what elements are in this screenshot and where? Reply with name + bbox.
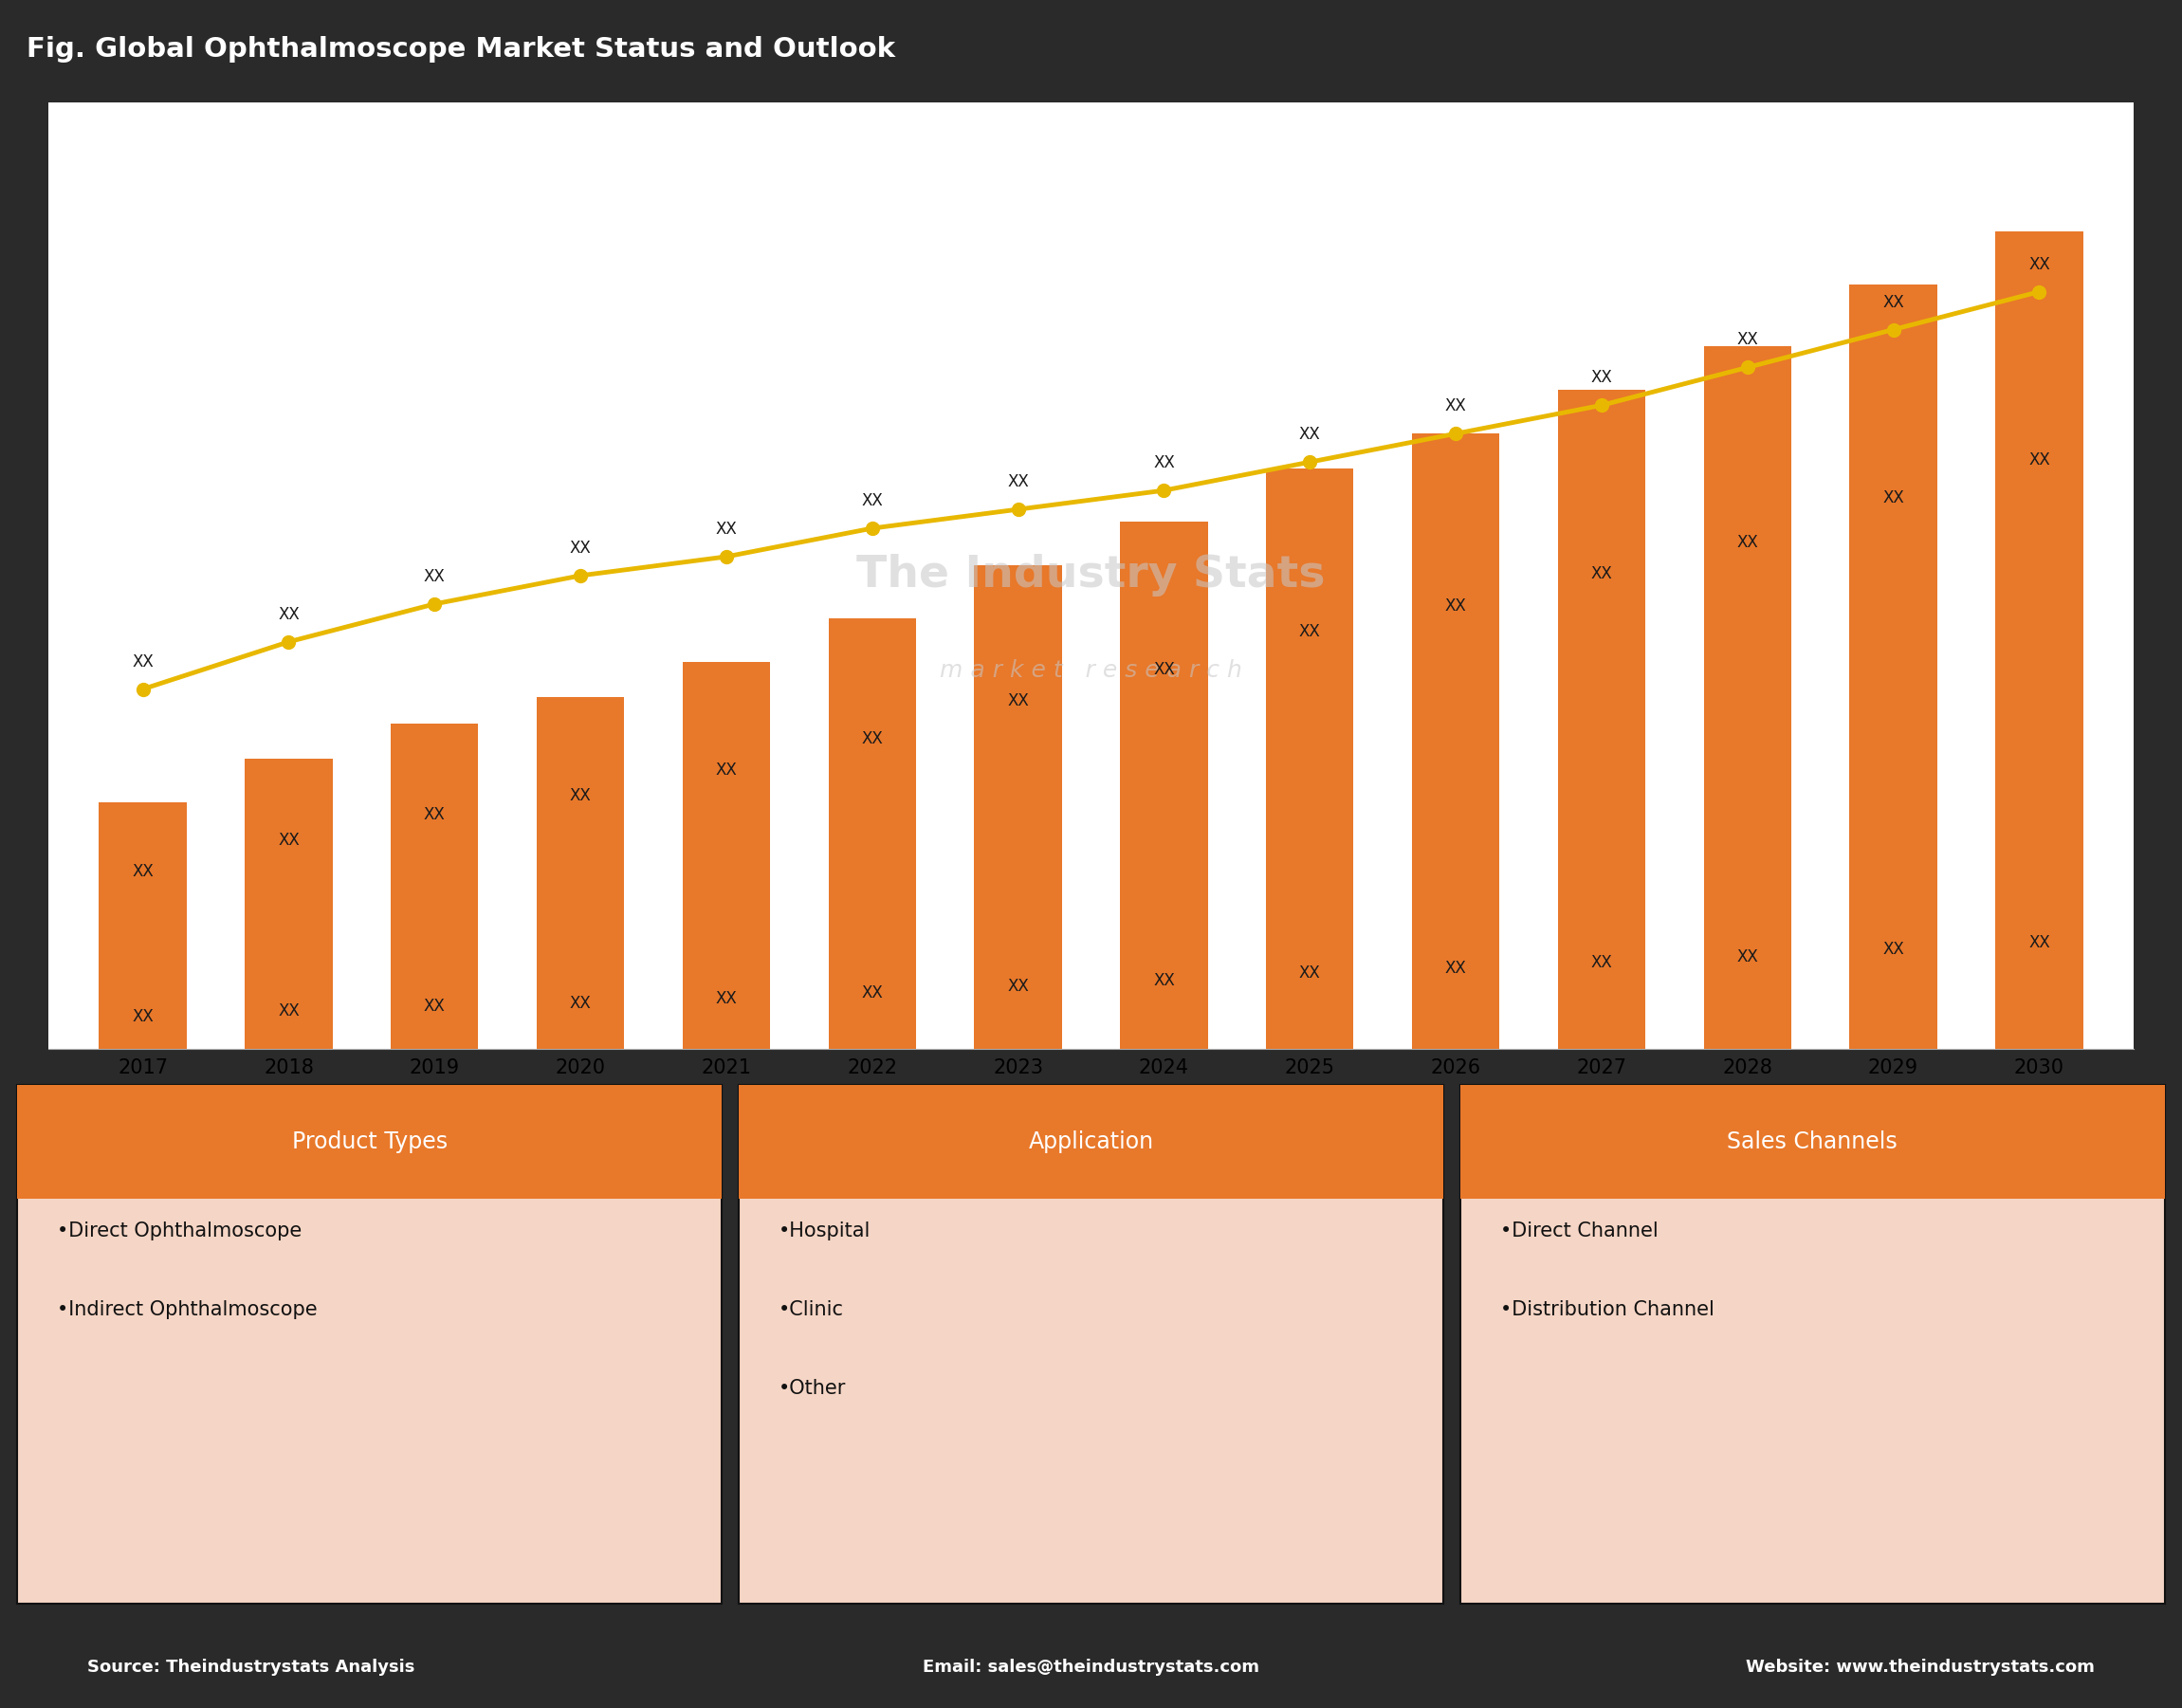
Text: XX: XX: [1152, 661, 1174, 678]
Text: XX: XX: [133, 1008, 153, 1025]
Text: XX: XX: [1737, 331, 1759, 348]
Text: XX: XX: [423, 997, 445, 1015]
Bar: [829, 618, 916, 1049]
FancyBboxPatch shape: [1460, 1085, 2165, 1604]
Text: XX: XX: [1298, 623, 1320, 640]
Text: XX: XX: [570, 540, 591, 557]
Text: •Direct Ophthalmoscope: •Direct Ophthalmoscope: [57, 1221, 301, 1240]
Text: XX: XX: [277, 832, 299, 849]
Text: XX: XX: [2029, 934, 2049, 951]
Bar: [98, 803, 188, 1049]
Text: •Direct Channel: •Direct Channel: [1499, 1221, 1658, 1240]
Bar: [1266, 468, 1353, 1049]
Text: XX: XX: [1008, 692, 1030, 709]
Text: XX: XX: [1591, 565, 1612, 582]
Bar: [1119, 521, 1207, 1049]
Bar: [391, 724, 478, 1049]
Text: XX: XX: [1444, 398, 1466, 415]
FancyBboxPatch shape: [740, 1085, 1442, 1199]
Text: XX: XX: [1737, 948, 1759, 965]
Text: •Indirect Ophthalmoscope: •Indirect Ophthalmoscope: [57, 1300, 316, 1319]
Text: XX: XX: [423, 569, 445, 586]
Text: XX: XX: [1737, 535, 1759, 552]
Text: XX: XX: [570, 787, 591, 804]
FancyBboxPatch shape: [17, 1085, 722, 1199]
Text: XX: XX: [2029, 256, 2049, 273]
Text: XX: XX: [1298, 425, 1320, 442]
Text: XX: XX: [1883, 294, 1905, 311]
Bar: [1994, 232, 2084, 1049]
Text: Product Types: Product Types: [292, 1131, 447, 1153]
Text: XX: XX: [1883, 941, 1905, 958]
Text: XX: XX: [277, 1003, 299, 1020]
Bar: [1704, 345, 1791, 1049]
Text: XX: XX: [862, 984, 884, 1001]
Bar: [683, 663, 770, 1049]
Bar: [537, 697, 624, 1049]
Text: XX: XX: [277, 606, 299, 623]
Text: •Hospital: •Hospital: [779, 1221, 871, 1240]
Text: •Other: •Other: [779, 1380, 847, 1399]
Text: XX: XX: [133, 652, 153, 670]
Text: •Clinic: •Clinic: [779, 1300, 844, 1319]
Text: •Distribution Channel: •Distribution Channel: [1499, 1300, 1713, 1319]
Text: XX: XX: [1883, 490, 1905, 507]
Text: XX: XX: [716, 991, 738, 1008]
Bar: [244, 758, 332, 1049]
Bar: [1558, 389, 1645, 1049]
Text: XX: XX: [2029, 453, 2049, 470]
Text: Website: www.theindustrystats.com: Website: www.theindustrystats.com: [1746, 1658, 2095, 1676]
Text: XX: XX: [1591, 369, 1612, 386]
Bar: [975, 565, 1063, 1049]
Text: Source: Theindustrystats Analysis: Source: Theindustrystats Analysis: [87, 1658, 415, 1676]
Bar: [1412, 434, 1499, 1049]
Text: XX: XX: [423, 806, 445, 823]
Text: Application: Application: [1028, 1131, 1154, 1153]
Text: XX: XX: [1444, 960, 1466, 977]
FancyBboxPatch shape: [17, 1085, 722, 1604]
Text: XX: XX: [1152, 454, 1174, 471]
Text: XX: XX: [862, 729, 884, 746]
Text: XX: XX: [133, 863, 153, 880]
Legend: Revenue (Million $), Y-oY Growth Rate (%): Revenue (Million $), Y-oY Growth Rate (%…: [796, 1114, 1386, 1148]
Text: XX: XX: [716, 521, 738, 538]
Text: Fig. Global Ophthalmoscope Market Status and Outlook: Fig. Global Ophthalmoscope Market Status…: [26, 36, 895, 61]
Text: m a r k e t   r e s e a r c h: m a r k e t r e s e a r c h: [940, 659, 1242, 681]
Text: XX: XX: [1008, 977, 1030, 994]
Text: XX: XX: [862, 492, 884, 509]
Text: XX: XX: [570, 994, 591, 1011]
FancyBboxPatch shape: [1460, 1085, 2165, 1199]
Text: XX: XX: [1008, 473, 1030, 490]
Text: XX: XX: [1444, 598, 1466, 615]
Text: XX: XX: [1152, 972, 1174, 989]
Text: XX: XX: [716, 762, 738, 779]
Text: XX: XX: [1298, 965, 1320, 982]
FancyBboxPatch shape: [740, 1085, 1442, 1604]
Bar: [1850, 284, 1938, 1049]
Text: The Industry Stats: The Industry Stats: [858, 555, 1324, 596]
Text: XX: XX: [1591, 955, 1612, 972]
Text: Sales Channels: Sales Channels: [1728, 1131, 1898, 1153]
Text: Email: sales@theindustrystats.com: Email: sales@theindustrystats.com: [923, 1658, 1259, 1676]
